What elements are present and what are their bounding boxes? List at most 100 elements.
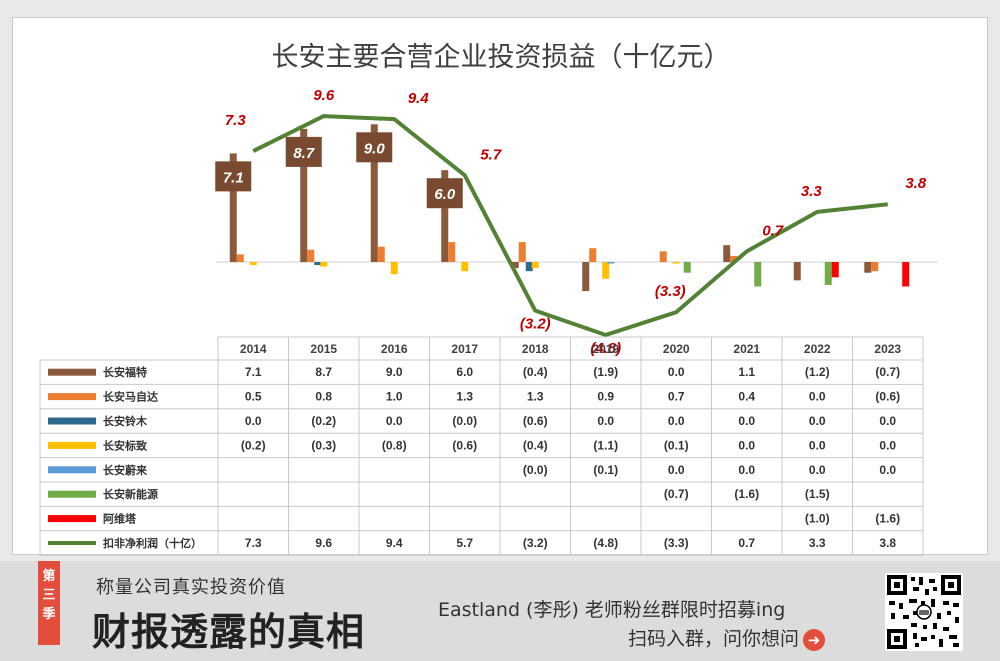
table-cell: (1.9) <box>593 365 618 379</box>
table-cell: (1.5) <box>805 487 830 501</box>
legend-label: 阿维塔 <box>103 512 137 526</box>
bar-长安马自达-2019 <box>589 248 597 262</box>
table-cell: 9.6 <box>315 536 332 550</box>
chart: 长安主要合营企业投资损益（十亿元） 7.1 8.7 9.0 6.0 7.3 9.6 9.4 5… <box>39 42 938 556</box>
footer-main-title: 财报透露的真相 <box>92 609 366 654</box>
table-cell: 0.4 <box>738 390 755 404</box>
table-cell: 0.0 <box>809 438 826 452</box>
table-cell: 0.0 <box>879 414 896 428</box>
bar-长安蔚来-2019 <box>607 262 615 264</box>
legend-label: 扣非净利润（十亿） <box>103 536 202 550</box>
table-cell: 0.9 <box>597 390 614 404</box>
bar-长安标致-2020 <box>672 262 680 264</box>
table-cell: 5.7 <box>456 536 473 550</box>
table-cell: 0.0 <box>809 414 826 428</box>
net-profit-data-label: 7.3 <box>225 112 247 129</box>
bar-长安福特-2023 <box>864 262 872 273</box>
recruit-text: Eastland (李彤) 老师粉丝群限时招募ing <box>438 599 786 621</box>
bar-长安福特-2018 <box>511 262 519 269</box>
bar-长安福特-2015 <box>300 128 308 262</box>
table-cell: 0.0 <box>809 390 826 404</box>
x-tick-label: 2017 <box>451 342 478 356</box>
net-profit-line <box>252 114 888 337</box>
chart-card: 长安主要合营企业投资损益（十亿元） 7.1 8.7 9.0 6.0 7.3 9.6 9.4 5… <box>12 17 988 556</box>
scan-link[interactable]: 扫码入群，问你想问 ➜ <box>628 624 826 651</box>
bar-长安马自达-2016 <box>377 246 385 262</box>
table-cell: 1.0 <box>386 390 403 404</box>
qr-code-icon[interactable] <box>885 573 963 651</box>
net-profit-data-label: 3.3 <box>801 183 823 200</box>
bar-长安福特-2014 <box>229 153 237 262</box>
table-cell: (0.3) <box>311 438 336 452</box>
table-cell: 1.3 <box>456 390 473 404</box>
x-tick-label: 2019 <box>592 342 619 356</box>
ford-data-label: 6.0 <box>434 186 456 203</box>
table-cell: (1.1) <box>593 438 618 452</box>
x-tick-label: 2020 <box>663 342 690 356</box>
table-cell: 0.0 <box>809 463 826 477</box>
legend-key <box>48 515 96 523</box>
legend-key <box>48 368 96 376</box>
x-tick-label: 2018 <box>522 342 549 356</box>
legend-key <box>48 417 96 425</box>
table-cell: 0.7 <box>668 390 685 404</box>
net-profit-data-label: 9.6 <box>313 87 335 104</box>
table-cell: 0.0 <box>738 463 755 477</box>
ford-label-box <box>426 178 463 209</box>
bar-长安铃木-2015 <box>314 262 322 266</box>
bar-长安标致-2019 <box>602 262 610 279</box>
table-cell: 1.3 <box>527 390 544 404</box>
legend-label: 长安新能源 <box>103 487 158 501</box>
chart-title: 长安主要合营企业投资损益（十亿元） <box>272 42 731 73</box>
table-cell: (1.6) <box>875 512 900 526</box>
x-tick-label: 2023 <box>874 342 901 356</box>
legend-label: 长安蔚来 <box>103 463 148 477</box>
table-cell: 0.5 <box>245 390 262 404</box>
table-cell: (1.2) <box>805 365 830 379</box>
bar-长安马自达-2017 <box>448 242 456 262</box>
legend-key <box>48 393 96 401</box>
table-cell: 3.3 <box>809 536 826 550</box>
bar-长安福特-2019 <box>582 262 590 292</box>
season-badge: 第 三 季 <box>38 561 60 645</box>
table-cell: 0.0 <box>879 463 896 477</box>
legend-label: 长安福特 <box>103 365 147 379</box>
bar-长安马自达-2014 <box>236 254 244 262</box>
legend-key <box>48 490 96 498</box>
bar-阿维塔-2022 <box>831 262 839 278</box>
table-cell: (1.6) <box>734 487 759 501</box>
bar-长安福特-2016 <box>370 124 378 262</box>
bar-长安铃木-2018 <box>525 262 533 272</box>
badge-char: 季 <box>42 607 56 622</box>
table-cell: (0.6) <box>452 438 477 452</box>
qr-code-graphic <box>887 575 961 649</box>
legend-label: 长安马自达 <box>103 390 158 404</box>
x-tick-label: 2016 <box>381 342 408 356</box>
table-cell: 0.0 <box>738 438 755 452</box>
table-cell: 0.0 <box>738 414 755 428</box>
table-cell: (0.0) <box>452 414 477 428</box>
scan-text: 扫码入群，问你想问 <box>628 628 800 650</box>
footer-subtitle: 称量公司真实投资价值 <box>96 577 286 598</box>
table-cell: (0.4) <box>523 438 548 452</box>
x-tick-label: 2015 <box>310 342 337 356</box>
bar-长安马自达-2023 <box>871 262 879 272</box>
table-cell: 7.1 <box>245 365 262 379</box>
legend-label: 长安标致 <box>103 438 148 452</box>
bar-长安福特-2017 <box>441 170 449 262</box>
bar-长安标致-2016 <box>390 262 398 275</box>
table-cell: 0.8 <box>315 390 332 404</box>
bar-长安标致-2015 <box>320 262 328 267</box>
bar-长安马自达-2020 <box>659 251 667 262</box>
table-cell: (0.1) <box>664 438 689 452</box>
data-table: 2014 2015 2016 2017 2018 2019 2020 2021 2022 2023… <box>39 336 924 556</box>
table-cell: 0.0 <box>386 414 403 428</box>
ford-label-box <box>285 136 322 167</box>
table-cell: 0.7 <box>738 536 755 550</box>
table-cell: (0.7) <box>664 487 689 501</box>
table-cell: 0.0 <box>245 414 262 428</box>
bar-长安福特-2022 <box>793 262 801 281</box>
table-cell: (3.2) <box>523 536 548 550</box>
bar-长安新能源-2022 <box>824 262 832 285</box>
x-tick-label: 2014 <box>240 342 267 356</box>
